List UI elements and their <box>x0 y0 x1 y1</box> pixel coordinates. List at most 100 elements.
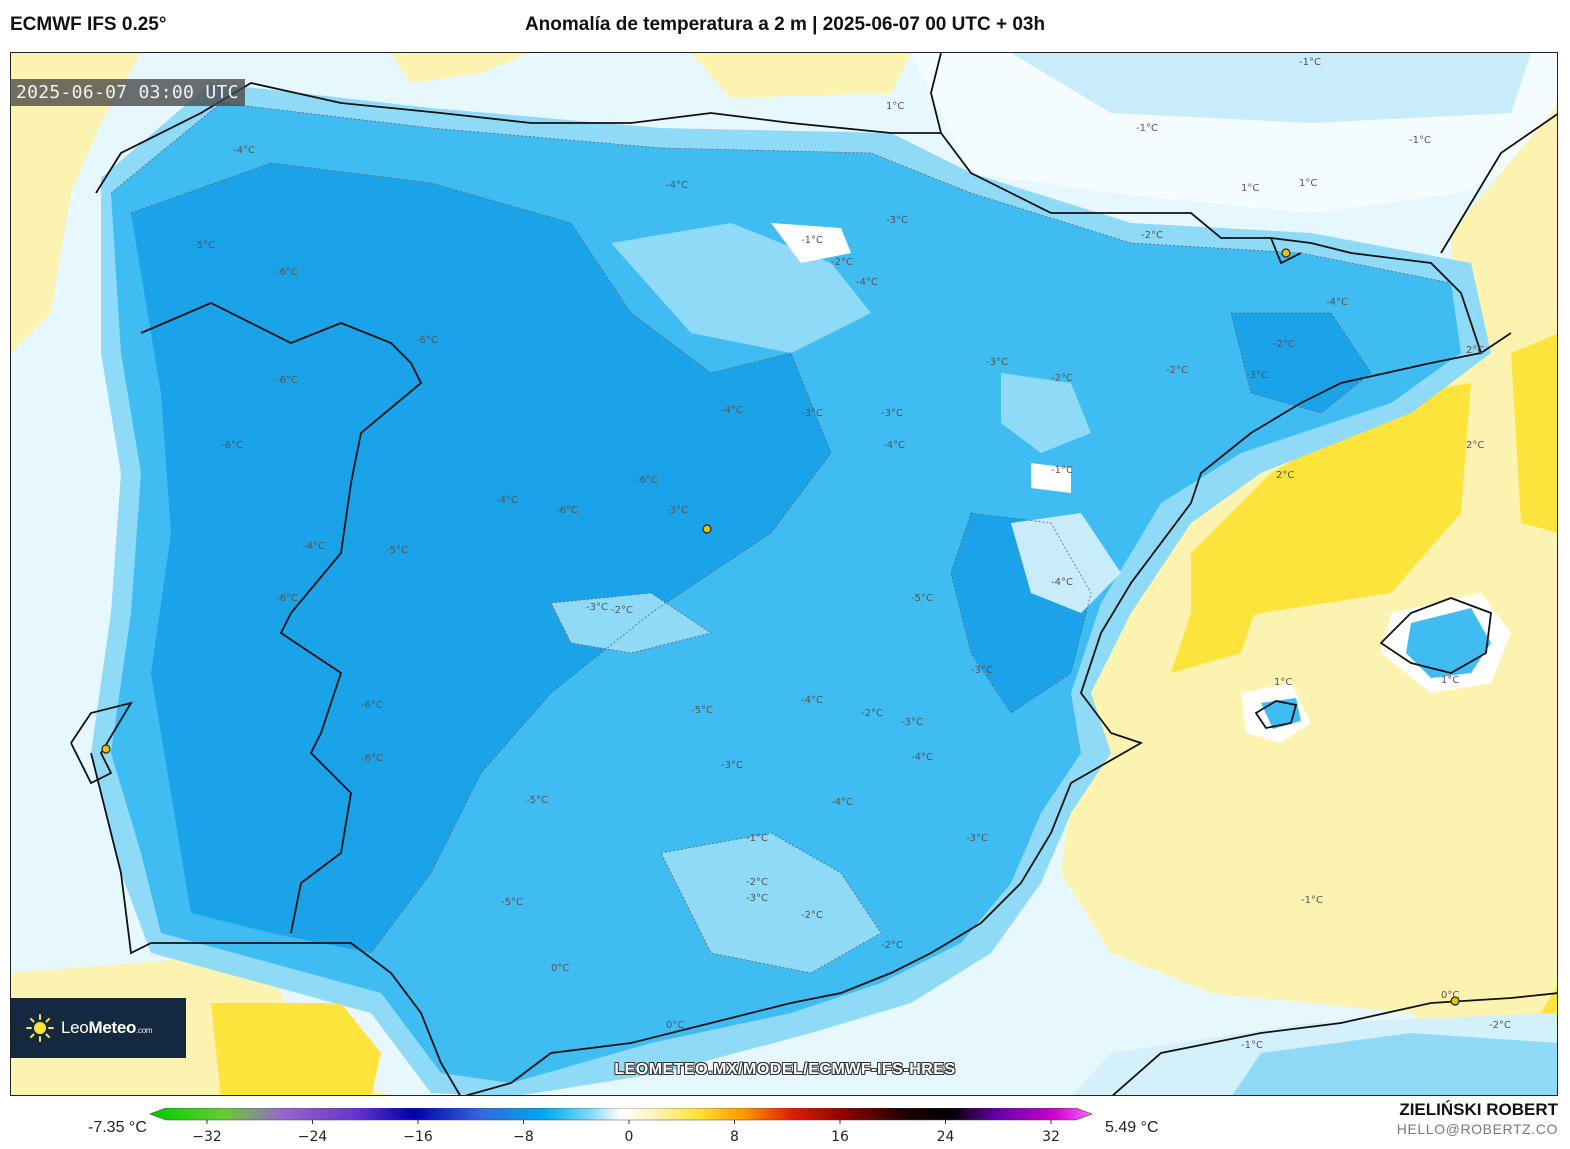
contour-label: 1°C <box>1299 178 1317 189</box>
contour-label: -5°C <box>691 705 713 716</box>
contour-label: -4°C <box>831 797 853 808</box>
city-marker-lisbon <box>101 744 111 754</box>
contour-label: -1°C <box>801 235 823 246</box>
temperature-anomaly-map: -4°C -5°C -6°C -6°C -6°C -6°C -5°C -4°C … <box>11 53 1557 1095</box>
contour-label: 1°C <box>1274 677 1292 688</box>
contour-label: -3°C <box>666 505 688 516</box>
contour-label: -2°C <box>1273 339 1295 350</box>
contour-label: -3°C <box>881 408 903 419</box>
contour-label: -4°C <box>303 541 325 552</box>
coastline <box>70 53 1557 1095</box>
colorbar-tick-label: 24 <box>937 1129 955 1145</box>
contour-label: -5°C <box>526 795 548 806</box>
contour-label: -5°C <box>911 593 933 604</box>
leometeo-logo: LeoMeteo.com <box>11 998 186 1058</box>
contour-label: 1°C <box>886 101 904 112</box>
contour-label: -2°C <box>801 910 823 921</box>
source-watermark: LEOMETEO.MX/MODEL/ECMWF-IFS-HRES <box>614 1061 956 1078</box>
contour-label: -2°C <box>1141 230 1163 241</box>
logo-text: LeoMeteo.com <box>61 1018 153 1037</box>
contour-label: -6°C <box>361 700 383 711</box>
contour-label: -1°C <box>1299 57 1321 68</box>
model-name: ECMWF IFS 0.25° <box>10 14 167 35</box>
contour-lines <box>110 102 1452 974</box>
map-title: Anomalía de temperatura a 2 m | 2025-06-… <box>524 14 1046 35</box>
contour-label: -1°C <box>1241 1040 1263 1051</box>
contour-label: -4°C <box>666 180 688 191</box>
contour-label: -2°C <box>861 708 883 719</box>
contour-label: -3°C <box>721 760 743 771</box>
colorbar-tick-group: −32 −24 −16 −8 0 8 16 24 32 <box>192 1120 1060 1145</box>
contour-label: -2°C <box>746 877 768 888</box>
contour-label: -2°C <box>881 940 903 951</box>
colorbar-tick-label: 32 <box>1042 1129 1060 1145</box>
contour-label: -3°C <box>801 408 823 419</box>
contour-label: -1°C <box>1301 895 1323 906</box>
contour-label: -4°C <box>801 695 823 706</box>
colorbar-min-value: -7.35 °C <box>88 1119 147 1136</box>
contour-label: 2°C <box>1276 470 1294 481</box>
contour-label: -1°C <box>1136 123 1158 134</box>
contour-label: -3°C <box>1246 370 1268 381</box>
colorbar-tick-label: −24 <box>298 1129 328 1145</box>
contour-label: -3°C <box>586 602 608 613</box>
colorbar-gradient <box>150 1108 1093 1121</box>
contour-label: -4°C <box>721 405 743 416</box>
contour-label: -4°C <box>911 752 933 763</box>
contour-label: -6°C <box>276 375 298 386</box>
contour-label: -5°C <box>501 897 523 908</box>
contour-label: -6°C <box>221 440 243 451</box>
colorbar-max-value: 5.49 °C <box>1105 1119 1159 1136</box>
contour-label: -4°C <box>883 440 905 451</box>
contour-label: -5°C <box>193 240 215 251</box>
colorbar-tick-label: −16 <box>403 1129 433 1145</box>
contour-label: -6°C <box>361 753 383 764</box>
contour-label: -2°C <box>611 605 633 616</box>
contour-label-group: -4°C -5°C -6°C -6°C -6°C -6°C -5°C -4°C … <box>193 57 1511 1051</box>
contour-label: 1°C <box>1241 183 1259 194</box>
contour-label: 2°C <box>1466 440 1484 451</box>
contour-label: -3°C <box>886 215 908 226</box>
contour-label: -3°C <box>966 833 988 844</box>
author-credit: ZIELIŃSKI ROBERT <box>1399 1100 1558 1119</box>
contour-label: -1°C <box>1409 135 1431 146</box>
contour-label: -6°C <box>636 475 658 486</box>
city-markers <box>101 248 1460 1006</box>
contour-label: -2°C <box>831 257 853 268</box>
contour-label: -3°C <box>986 357 1008 368</box>
contour-label: -6°C <box>556 505 578 516</box>
colorbar-tick-label: −32 <box>192 1129 222 1145</box>
contour-label: 0°C <box>1441 990 1459 1001</box>
contour-label: -6°C <box>276 593 298 604</box>
contour-label: -1°C <box>746 833 768 844</box>
contour-label: -4°C <box>1051 577 1073 588</box>
contour-label: -4°C <box>233 145 255 156</box>
contour-label: -3°C <box>971 665 993 676</box>
city-marker-madrid <box>702 524 712 534</box>
contour-label: 0°C <box>666 1020 684 1031</box>
contour-label: -6°C <box>416 335 438 346</box>
author-email: HELLO@ROBERTZ.CO <box>1396 1121 1558 1137</box>
contour-label: -4°C <box>496 495 518 506</box>
map-panel: -4°C -5°C -6°C -6°C -6°C -6°C -5°C -4°C … <box>10 52 1558 1096</box>
colorbar-tick-label: 0 <box>625 1129 634 1145</box>
contour-label: -2°C <box>1489 1020 1511 1031</box>
colorbar-tick-label: 8 <box>730 1129 739 1145</box>
contour-label: -5°C <box>386 545 408 556</box>
contour-label: -3°C <box>901 717 923 728</box>
contour-label: -4°C <box>1326 297 1348 308</box>
contour-label: 1°C <box>1441 675 1459 686</box>
colorbar: −32 −24 −16 −8 0 8 16 24 32 <box>150 1108 1093 1145</box>
city-marker-algiers <box>1450 996 1460 1006</box>
positive-anomaly-area <box>11 53 141 353</box>
contour-label: 0°C <box>551 963 569 974</box>
contour-label: 2°C <box>1466 345 1484 356</box>
contour-label: -2°C <box>1166 365 1188 376</box>
contour-label: -4°C <box>856 277 878 288</box>
contour-label: -1°C <box>1051 465 1073 476</box>
colorbar-tick-label: −8 <box>513 1129 534 1145</box>
contour-label: -6°C <box>276 267 298 278</box>
contour-label: -3°C <box>746 893 768 904</box>
colorbar-tick-label: 16 <box>831 1129 849 1145</box>
valid-time-badge: 2025-06-07 03:00 UTC <box>10 79 245 106</box>
